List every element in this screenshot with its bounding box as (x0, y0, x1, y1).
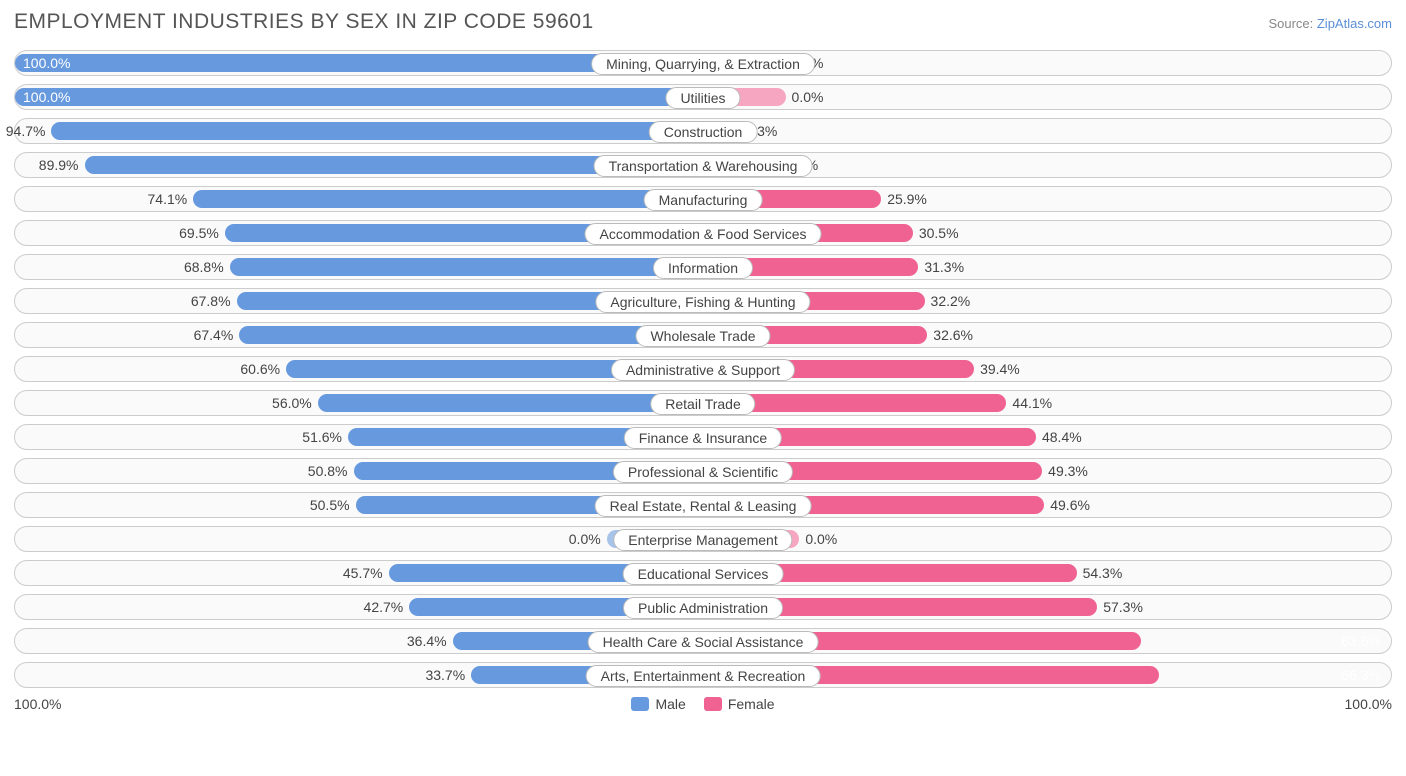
chart-row: 45.7% 54.3% Educational Services (14, 560, 1392, 586)
swatch-male (631, 697, 649, 711)
male-pct-label: 45.7% (343, 561, 383, 587)
chart-row: 0.0% 0.0% Enterprise Management (14, 526, 1392, 552)
female-pct-label: 32.2% (931, 289, 971, 315)
chart-row: 89.9%10.1%Transportation & Warehousing (14, 152, 1392, 178)
male-bar (239, 326, 703, 344)
category-label: Wholesale Trade (635, 325, 770, 347)
female-pct-label: 57.3% (1103, 595, 1143, 621)
male-pct-label: 89.9% (39, 153, 79, 179)
chart-row: 50.8% 49.3% Professional & Scientific (14, 458, 1392, 484)
male-pct-label: 94.7% (6, 119, 46, 145)
male-pct-label: 51.6% (302, 425, 342, 451)
male-pct-label: 50.8% (308, 459, 348, 485)
chart-row: 67.8% 32.2% Agriculture, Fishing & Hunting (14, 288, 1392, 314)
chart-title: EMPLOYMENT INDUSTRIES BY SEX IN ZIP CODE… (14, 10, 594, 34)
male-bar (51, 122, 703, 140)
category-label: Accommodation & Food Services (585, 223, 822, 245)
chart-footer: 100.0% Male Female 100.0% (14, 696, 1392, 712)
legend-female: Female (704, 696, 775, 712)
swatch-female (704, 697, 722, 711)
male-pct-label: 56.0% (272, 391, 312, 417)
female-pct-label: 31.3% (924, 255, 964, 281)
source-credit: Source: ZipAtlas.com (1268, 16, 1392, 31)
chart-row: 67.4% 32.6% Wholesale Trade (14, 322, 1392, 348)
legend-male-label: Male (655, 696, 685, 712)
male-pct-label: 60.6% (240, 357, 280, 383)
male-pct-label: 68.8% (184, 255, 224, 281)
chart-row: 36.4% 63.6% Health Care & Social Assistanc… (14, 628, 1392, 654)
male-pct-label: 0.0% (569, 527, 601, 553)
chart-row: 94.7%5.3%Construction (14, 118, 1392, 144)
chart-row: 60.6% 39.4% Administrative & Support (14, 356, 1392, 382)
category-label: Retail Trade (650, 393, 755, 415)
axis-left-label: 100.0% (14, 696, 61, 712)
female-pct-label: 54.3% (1083, 561, 1123, 587)
chart-row: 74.1% 25.9% Manufacturing (14, 186, 1392, 212)
female-pct-label: 39.4% (980, 357, 1020, 383)
axis-right-label: 100.0% (1345, 696, 1392, 712)
source-prefix: Source: (1268, 16, 1316, 31)
category-label: Real Estate, Rental & Leasing (595, 495, 812, 517)
female-pct-label: 44.1% (1012, 391, 1052, 417)
female-pct-label: 0.0% (792, 85, 824, 111)
male-pct-label: 67.4% (194, 323, 234, 349)
chart-row: 100.0% 0.0% Utilities (14, 84, 1392, 110)
category-label: Agriculture, Fishing & Hunting (595, 291, 810, 313)
male-pct-label: 100.0% (23, 51, 70, 77)
category-label: Arts, Entertainment & Recreation (586, 665, 821, 687)
category-label: Manufacturing (644, 189, 763, 211)
chart-row: 33.7% 66.3% Arts, Entertainment & Recreati… (14, 662, 1392, 688)
chart-row: 42.7% 57.3% Public Administration (14, 594, 1392, 620)
category-label: Public Administration (623, 597, 783, 619)
female-pct-label: 30.5% (919, 221, 959, 247)
female-pct-label: 49.3% (1048, 459, 1088, 485)
category-label: Professional & Scientific (613, 461, 793, 483)
legend-male: Male (631, 696, 685, 712)
category-label: Utilities (665, 87, 740, 109)
male-pct-label: 50.5% (310, 493, 350, 519)
female-pct-label: 32.6% (933, 323, 973, 349)
chart-row: 69.5% 30.5% Accommodation & Food Services (14, 220, 1392, 246)
source-link[interactable]: ZipAtlas.com (1317, 16, 1392, 31)
category-label: Transportation & Warehousing (594, 155, 813, 177)
male-bar (15, 88, 703, 106)
male-pct-label: 33.7% (425, 663, 465, 689)
female-pct-label: 25.9% (887, 187, 927, 213)
chart-row: 68.8% 31.3% Information (14, 254, 1392, 280)
legend-female-label: Female (728, 696, 775, 712)
female-pct-label: 63.6% (1341, 629, 1381, 655)
male-pct-label: 42.7% (364, 595, 404, 621)
category-label: Administrative & Support (611, 359, 795, 381)
chart-header: EMPLOYMENT INDUSTRIES BY SEX IN ZIP CODE… (14, 10, 1392, 34)
category-label: Enterprise Management (613, 529, 792, 551)
category-label: Mining, Quarrying, & Extraction (591, 53, 815, 75)
female-pct-label: 0.0% (805, 527, 837, 553)
male-pct-label: 36.4% (407, 629, 447, 655)
male-pct-label: 74.1% (148, 187, 188, 213)
male-pct-label: 69.5% (179, 221, 219, 247)
female-pct-label: 48.4% (1042, 425, 1082, 451)
male-bar (318, 394, 703, 412)
chart-row: 56.0% 44.1% Retail Trade (14, 390, 1392, 416)
legend: Male Female (631, 696, 774, 712)
chart-row: 100.0%0.0%Mining, Quarrying, & Extractio… (14, 50, 1392, 76)
male-bar (193, 190, 703, 208)
male-bar (230, 258, 703, 276)
category-label: Educational Services (623, 563, 784, 585)
category-label: Information (653, 257, 753, 279)
chart-rows: 100.0% 0.0% Mining, Quarrying, & Extractio… (14, 50, 1392, 688)
category-label: Health Care & Social Assistance (588, 631, 819, 653)
category-label: Construction (649, 121, 758, 143)
category-label: Finance & Insurance (624, 427, 782, 449)
male-pct-label: 100.0% (23, 85, 70, 111)
female-pct-label: 49.6% (1050, 493, 1090, 519)
chart-row: 50.5% 49.6% Real Estate, Rental & Leasing (14, 492, 1392, 518)
male-pct-label: 67.8% (191, 289, 231, 315)
chart-row: 51.6% 48.4% Finance & Insurance (14, 424, 1392, 450)
female-pct-label: 66.3% (1341, 663, 1381, 689)
